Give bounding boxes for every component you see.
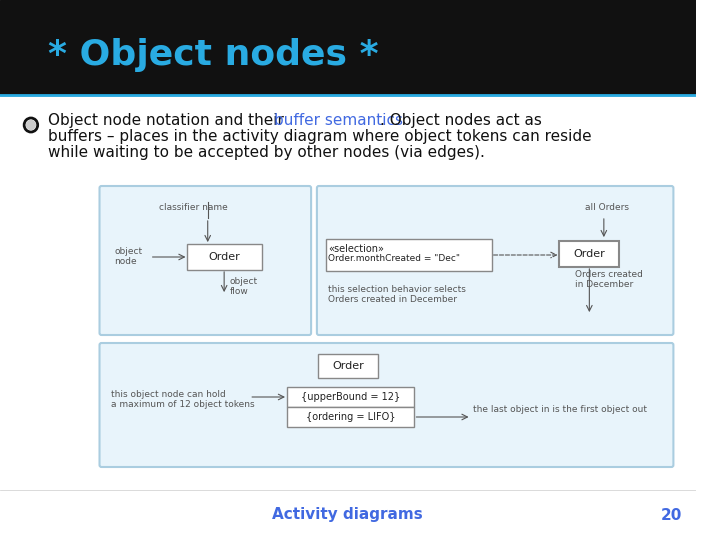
Text: 20: 20 <box>661 508 682 523</box>
Text: Activity diagrams: Activity diagrams <box>272 508 423 523</box>
Text: Order: Order <box>332 361 364 371</box>
Text: Orders created: Orders created <box>575 270 643 279</box>
FancyBboxPatch shape <box>99 343 673 467</box>
Text: this object node can hold: this object node can hold <box>111 390 226 399</box>
Text: Object node notation and their: Object node notation and their <box>48 113 289 128</box>
Text: Order.monthCreated = "Dec": Order.monthCreated = "Dec" <box>328 254 461 263</box>
Text: buffer semantics: buffer semantics <box>274 113 403 128</box>
Text: {upperBound = 12}: {upperBound = 12} <box>301 392 400 402</box>
FancyBboxPatch shape <box>318 354 378 378</box>
FancyBboxPatch shape <box>187 244 262 270</box>
FancyBboxPatch shape <box>287 387 415 407</box>
Text: all Orders: all Orders <box>585 203 629 212</box>
Text: flow: flow <box>230 287 248 296</box>
Text: * Object nodes *: * Object nodes * <box>48 38 379 72</box>
Text: buffers – places in the activity diagram where object tokens can reside: buffers – places in the activity diagram… <box>48 129 592 144</box>
Text: a maximum of 12 object tokens: a maximum of 12 object tokens <box>111 400 255 409</box>
Text: the last object in is the first object out: the last object in is the first object o… <box>474 405 647 414</box>
Text: Order: Order <box>573 249 606 259</box>
Text: node: node <box>114 258 137 267</box>
Text: while waiting to be accepted by other nodes (via edges).: while waiting to be accepted by other no… <box>48 145 485 160</box>
Text: classifier name: classifier name <box>159 203 228 212</box>
FancyBboxPatch shape <box>325 239 492 271</box>
Text: . Object nodes act as: . Object nodes act as <box>379 113 541 128</box>
Text: Order: Order <box>208 252 240 262</box>
FancyBboxPatch shape <box>559 241 619 267</box>
FancyBboxPatch shape <box>287 407 415 427</box>
Text: {ordering = LIFO}: {ordering = LIFO} <box>306 412 395 422</box>
Text: object: object <box>114 247 142 256</box>
FancyBboxPatch shape <box>99 186 311 335</box>
FancyBboxPatch shape <box>317 186 673 335</box>
Text: «selection»: «selection» <box>328 244 384 254</box>
Text: this selection behavior selects: this selection behavior selects <box>328 285 467 294</box>
Bar <box>0 0 696 95</box>
Circle shape <box>27 120 35 130</box>
Text: in December: in December <box>575 280 633 289</box>
Text: Orders created in December: Orders created in December <box>328 295 457 304</box>
Text: object: object <box>230 278 258 287</box>
